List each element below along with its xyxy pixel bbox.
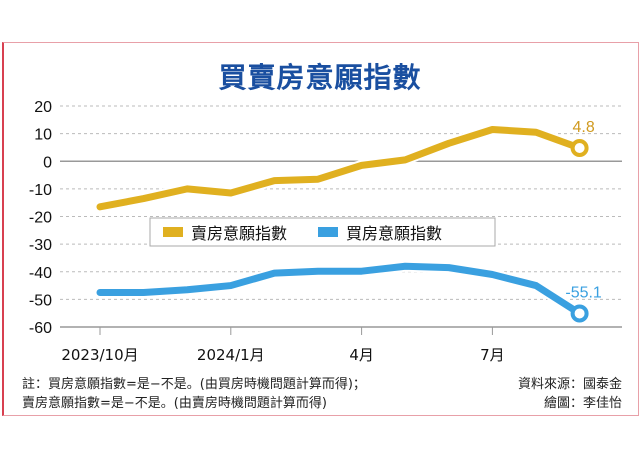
legend-label: 賣房意願指數 [191,224,287,243]
note-line-1: 註：買房意願指數=是−不是。(由買房時機問題計算而得)； [22,377,366,392]
y-tick-label: -50 [29,292,52,309]
legend-swatch [163,227,183,237]
artist: 繪圖：李佳怡 [543,396,622,411]
series-line-0 [96,125,584,211]
end-value-label: 4.8 [572,119,594,136]
y-tick-label: 20 [34,99,52,116]
y-tick-label: -20 [29,210,52,227]
y-tick-label: -60 [29,320,52,337]
y-tick-label: -10 [29,182,52,199]
x-tick-label: 4月 [349,346,374,364]
x-tick-label: 2023/10月 [61,346,138,364]
y-tick-label: 0 [43,154,52,171]
note-line-2: 賣房意願指數=是−不是。(由賣房時機問題計算而得) [22,396,327,411]
data-point [570,138,589,157]
series-line-1 [96,262,584,317]
end-value-label: -55.1 [565,284,602,301]
x-tick-label: 2024/1月 [197,346,265,364]
y-tick-label: -30 [29,237,52,254]
legend-label: 買房意願指數 [346,224,442,243]
data-point [570,304,589,323]
chart-title: 買賣房意願指數 [218,61,422,94]
y-tick-label: -40 [29,265,52,282]
source: 資料來源：國泰金 [517,377,622,392]
legend-swatch [318,227,338,237]
x-tick-label: 7月 [480,346,505,364]
y-tick-label: 10 [34,127,52,144]
